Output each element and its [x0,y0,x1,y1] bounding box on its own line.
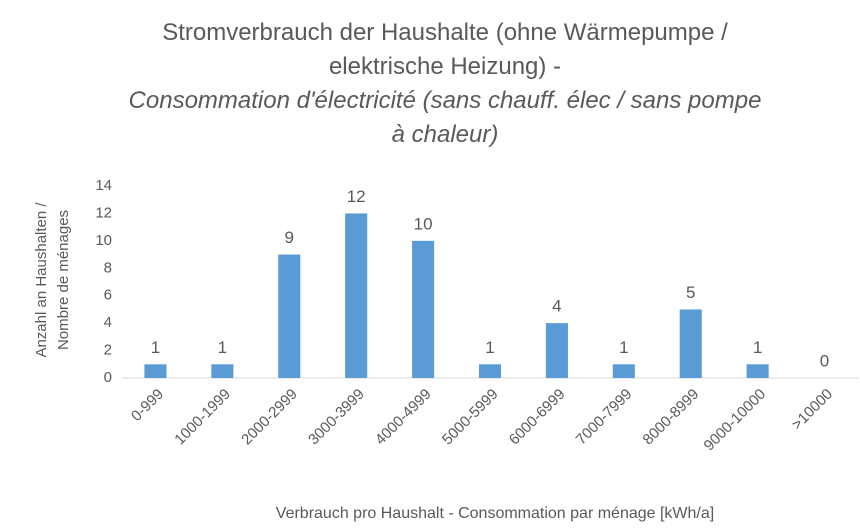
data-label: 1 [218,338,227,357]
data-label: 4 [552,297,561,316]
data-label: 1 [151,338,160,357]
x-tick-label: >10000 [788,386,836,434]
x-tick-label: 5000-5999 [439,386,502,449]
bar [211,364,234,378]
data-label: 0 [820,351,829,370]
titles: Stromverbrauch der Haushalte (ohne Wärme… [125,16,765,152]
bar [412,240,435,378]
y-tick-label: 12 [95,204,112,221]
data-label: 5 [686,283,695,302]
bar [746,364,769,378]
y-tick-label: 8 [104,259,112,276]
data-label: 1 [619,338,628,357]
x-tick-label: 2000-2999 [238,386,301,449]
x-tick-label: 9000-10000 [701,386,770,455]
x-tick-label: 6000-6999 [506,386,569,449]
x-tick-label: 4000-4999 [372,386,435,449]
data-label: 9 [285,228,294,247]
y-axis-label: Nombre de ménages [55,210,72,350]
data-label: 1 [753,338,762,357]
y-tick-label: 14 [95,177,112,194]
y-tick-label: 2 [104,342,112,359]
bar [679,309,702,378]
y-tick-label: 10 [95,232,112,249]
bar [478,364,502,378]
bar [144,364,167,378]
y-tick-label: 4 [104,314,112,331]
x-tick-label: 3000-3999 [305,386,368,449]
chart-title: Stromverbrauch der Haushalte (ohne Wärme… [162,19,728,80]
x-tick-label: 0-999 [128,386,167,425]
y-tick-label: 0 [104,369,112,386]
data-label: 1 [485,338,494,357]
bar [345,213,368,378]
y-tick-label: 6 [104,287,112,304]
bar [545,323,568,378]
x-tick-label: 8000-8999 [640,386,703,449]
y-axis-label: Anzahl an Haushalten / [33,202,50,358]
x-axis-label: Verbrauch pro Haushalt - Consommation pa… [276,505,714,522]
bar [278,254,301,378]
data-label: 12 [347,187,366,206]
bar [612,364,635,378]
x-tick-label: 7000-7999 [573,386,636,449]
chart-subtitle: Consommation d'électricité (sans chauff.… [128,87,762,148]
x-tick-label: 1000-1999 [171,386,234,449]
data-label: 10 [414,214,433,233]
